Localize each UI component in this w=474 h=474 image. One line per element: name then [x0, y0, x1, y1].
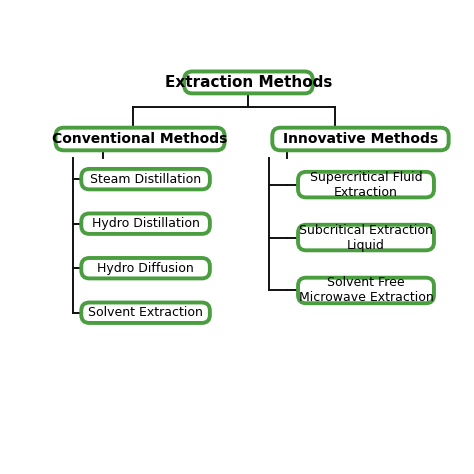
FancyBboxPatch shape: [82, 213, 210, 234]
Text: Hydro Distillation: Hydro Distillation: [91, 217, 200, 230]
Text: Supercritical Fluid
Extraction: Supercritical Fluid Extraction: [310, 171, 422, 199]
Text: Hydro Diffusion: Hydro Diffusion: [97, 262, 194, 275]
FancyBboxPatch shape: [184, 72, 313, 93]
FancyBboxPatch shape: [82, 258, 210, 278]
FancyBboxPatch shape: [272, 128, 448, 150]
Text: Conventional Methods: Conventional Methods: [53, 132, 228, 146]
Text: Extraction Methods: Extraction Methods: [165, 75, 332, 90]
Text: Solvent Free
Microwave Extraction: Solvent Free Microwave Extraction: [299, 276, 433, 304]
Text: Innovative Methods: Innovative Methods: [283, 132, 438, 146]
FancyBboxPatch shape: [82, 169, 210, 190]
FancyBboxPatch shape: [298, 278, 434, 303]
Text: Steam Distillation: Steam Distillation: [90, 173, 201, 186]
Text: Solvent Extraction: Solvent Extraction: [88, 306, 203, 319]
FancyBboxPatch shape: [82, 302, 210, 323]
FancyBboxPatch shape: [298, 172, 434, 197]
Text: Subcritical Extraction
Liquid: Subcritical Extraction Liquid: [299, 224, 433, 252]
FancyBboxPatch shape: [55, 128, 225, 150]
FancyBboxPatch shape: [298, 225, 434, 250]
